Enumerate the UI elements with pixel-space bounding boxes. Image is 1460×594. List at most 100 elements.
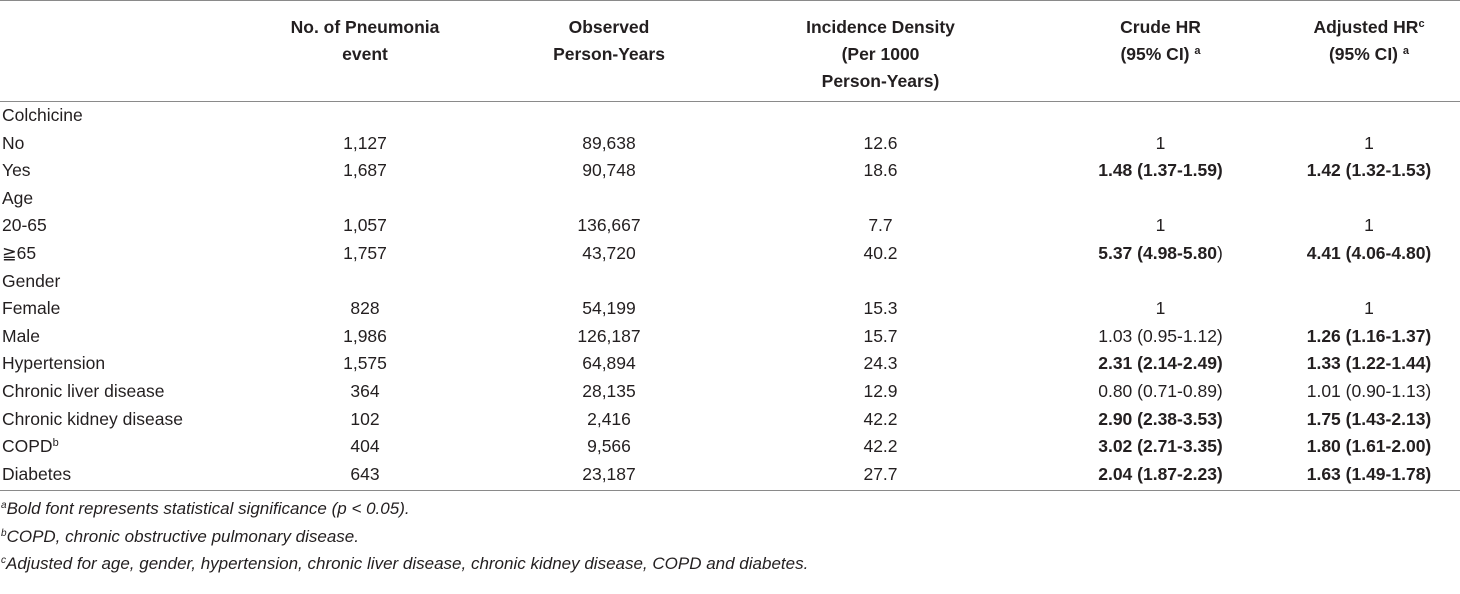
adjusted-hr-cell: 1 — [1258, 130, 1460, 158]
table-row: Yes 1,687 90,748 18.6 1.48 (1.37-1.59) 1.42 (… — [0, 157, 1460, 185]
events-cell: 1,575 — [250, 350, 480, 378]
events-cell: 102 — [250, 406, 480, 434]
row-label: Colchicine — [0, 102, 250, 130]
person-years-cell: 28,135 — [480, 378, 738, 406]
pneumonia-risk-table: No. of Pneumonia event Observed Person-Y… — [0, 0, 1460, 492]
person-years-cell: 89,638 — [480, 130, 738, 158]
crude-hr-cell-text: 0.80 (0.71-0.89) — [1098, 380, 1223, 401]
crude-hr-cell-text: 1.03 (0.95-1.12) — [1098, 325, 1223, 346]
events-cell-text: 1,057 — [343, 215, 387, 236]
crude-hr-cell: 5.37 (4.98-5.80) — [1023, 240, 1258, 268]
person-years-cell-text: 2,416 — [587, 408, 631, 429]
footnote-marker: a — [1, 500, 7, 512]
row-label-text: Female — [2, 298, 61, 319]
crude-hr-cell-text: 1 — [1155, 298, 1166, 319]
adjusted-hr-cell-text: 1.33 (1.22-1.44) — [1306, 353, 1432, 374]
footnote: bCOPD, chronic obstructive pulmonary dis… — [1, 523, 1460, 551]
crude-hr-cell: 1.48 (1.37-1.59) — [1023, 157, 1258, 185]
adjusted-hr-cell: 4.41 (4.06-4.80) — [1258, 240, 1460, 268]
table-row: Male 1,986 126,187 15.7 1.03 (0.95-1.12) 1.26… — [0, 323, 1460, 351]
person-years-cell-text: 136,667 — [577, 215, 641, 236]
group-row: Gender — [0, 268, 1460, 296]
adjusted-hr-cell: 1.26 (1.16-1.37) — [1258, 323, 1460, 351]
incidence-cell: 7.7 — [738, 212, 1023, 240]
row-label-text: Male — [2, 325, 40, 346]
row-label: Chronic liver disease — [0, 378, 250, 406]
events-cell-text: 1,575 — [343, 353, 387, 374]
crude-hr-cell-text: 5.37 (4.98-5.80 — [1098, 243, 1217, 264]
crude-hr-cell: 1 — [1023, 212, 1258, 240]
header-variable — [0, 1, 250, 102]
empty-cell — [480, 185, 738, 213]
header-incidence-line2: (Per 1000 — [841, 44, 920, 64]
row-label: COPDb — [0, 433, 250, 461]
adjusted-hr-cell-text: 1.80 (1.61-2.00) — [1306, 436, 1432, 457]
empty-cell — [738, 185, 1023, 213]
row-label: Hypertension — [0, 350, 250, 378]
row-label: Diabetes — [0, 460, 250, 492]
header-person-years: Observed Person-Years — [480, 1, 738, 102]
row-label-text: Gender — [2, 270, 61, 291]
crude-hr-cell-text: 2.04 (1.87-2.23) — [1098, 463, 1223, 484]
empty-cell — [1023, 268, 1258, 296]
events-cell-text: 364 — [350, 380, 380, 401]
empty-cell — [1258, 102, 1460, 130]
header-incidence-line1: Incidence Density — [806, 17, 955, 37]
events-cell: 1,057 — [250, 212, 480, 240]
crude-hr-cell-text: 2.31 (2.14-2.49) — [1098, 353, 1223, 374]
row-label: Yes — [0, 157, 250, 185]
footnote-marker: c — [1, 555, 6, 567]
crude-hr-cell-text: 1 — [1155, 132, 1166, 153]
footnote-text: Bold font represents statistical signifi… — [6, 499, 410, 519]
incidence-cell-text: 15.3 — [863, 298, 898, 319]
header-adjusted-hr: Adjusted HRc (95% CI) a — [1258, 1, 1460, 102]
header-adjusted-hr-line1-sup: c — [1418, 18, 1425, 30]
crude-hr-cell: 1.03 (0.95-1.12) — [1023, 323, 1258, 351]
person-years-cell-text: 126,187 — [577, 325, 641, 346]
header-person-years-line2: Person-Years — [553, 44, 665, 64]
table-row: Hypertension 1,575 64,894 24.3 2.31 (2.14-2.… — [0, 350, 1460, 378]
crude-hr-cell: 0.80 (0.71-0.89) — [1023, 378, 1258, 406]
events-cell-text: 1,986 — [343, 325, 387, 346]
row-label-text: ≧65 — [2, 243, 37, 264]
incidence-cell: 15.7 — [738, 323, 1023, 351]
header-adjusted-hr-sup: a — [1402, 45, 1410, 57]
empty-cell — [738, 268, 1023, 296]
row-label: ≧65 — [0, 240, 250, 268]
incidence-cell: 15.3 — [738, 295, 1023, 323]
person-years-cell-text: 43,720 — [582, 243, 636, 264]
adjusted-hr-cell-text: 1.01 (0.90-1.13) — [1306, 380, 1432, 401]
row-label: Female — [0, 295, 250, 323]
footnote: aBold font represents statistical signif… — [1, 495, 1460, 523]
crude-hr-cell: 2.90 (2.38-3.53) — [1023, 406, 1258, 434]
events-cell: 364 — [250, 378, 480, 406]
header-person-years-line1: Observed — [568, 17, 650, 37]
empty-cell — [738, 102, 1023, 130]
table-row: Chronic kidney disease 102 2,416 42.2 2.90 (… — [0, 406, 1460, 434]
person-years-cell: 126,187 — [480, 323, 738, 351]
table-row: 20-65 1,057 136,667 7.7 1 1 — [0, 212, 1460, 240]
crude-hr-cell-text: 2.90 (2.38-3.53) — [1098, 408, 1223, 429]
crude-hr-cell-text: 3.02 (2.71-3.35) — [1098, 436, 1223, 457]
person-years-cell-text: 9,566 — [587, 436, 631, 457]
adjusted-hr-cell: 1.75 (1.43-2.13) — [1258, 406, 1460, 434]
row-label-text: 20-65 — [2, 215, 47, 236]
adjusted-hr-cell-text: 1 — [1364, 215, 1374, 236]
events-cell-text: 1,127 — [343, 132, 387, 153]
person-years-cell-text: 54,199 — [582, 298, 636, 319]
header-crude-hr-line1: Crude HR — [1120, 17, 1201, 37]
row-label: Age — [0, 185, 250, 213]
events-cell: 404 — [250, 433, 480, 461]
incidence-cell: 42.2 — [738, 433, 1023, 461]
events-cell-text: 1,687 — [343, 160, 387, 181]
adjusted-hr-cell-text: 1.75 (1.43-2.13) — [1306, 408, 1432, 429]
incidence-cell-text: 42.2 — [863, 436, 898, 457]
adjusted-hr-cell-text: 1.42 (1.32-1.53) — [1306, 160, 1432, 181]
incidence-cell: 24.3 — [738, 350, 1023, 378]
table-row: Diabetes 643 23,187 27.7 2.04 (1.87-2.23) 1.6… — [0, 460, 1460, 492]
adjusted-hr-cell: 1.01 (0.90-1.13) — [1258, 378, 1460, 406]
header-incidence: Incidence Density (Per 1000 Person-Years… — [738, 1, 1023, 102]
events-cell-text: 1,757 — [343, 243, 387, 264]
crude-hr-cell: 1 — [1023, 130, 1258, 158]
table-row: Chronic liver disease 364 28,135 12.9 0.80 (… — [0, 378, 1460, 406]
